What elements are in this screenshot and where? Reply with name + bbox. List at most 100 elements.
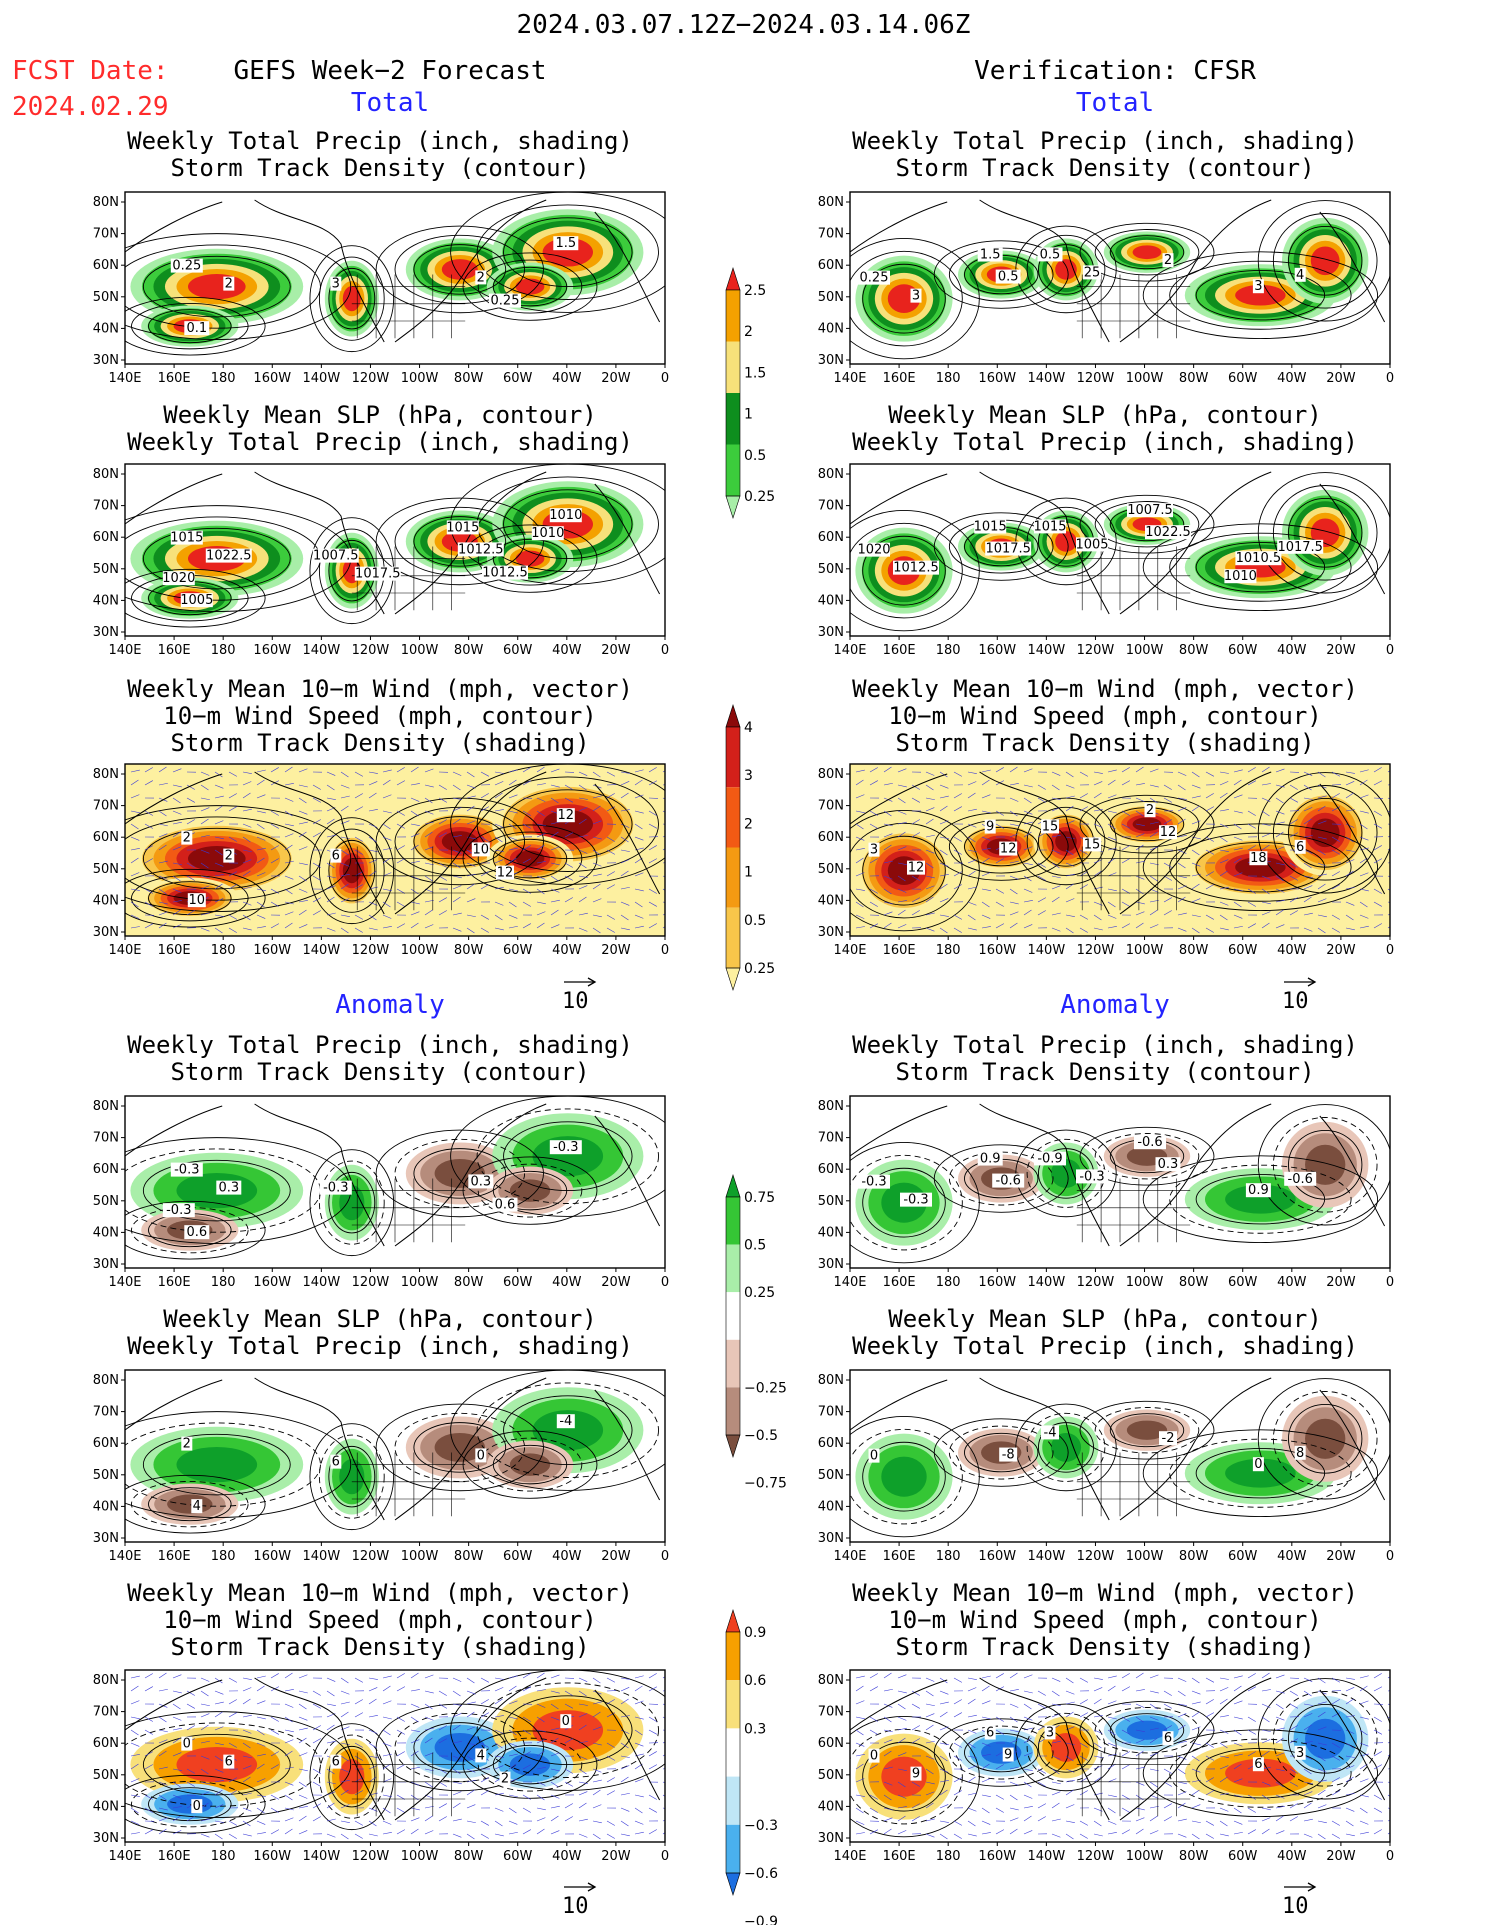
colorbar-label: 0.25 xyxy=(744,961,775,977)
wind-vector xyxy=(424,924,434,929)
wind-vector xyxy=(312,910,321,916)
contour-value-label: 1010.5 xyxy=(1235,551,1282,566)
wind-vector xyxy=(382,914,392,919)
map-frame xyxy=(124,1369,666,1543)
contour-line xyxy=(318,1434,385,1519)
colorbar-segment xyxy=(726,847,740,908)
wind-vector xyxy=(186,784,195,790)
wind-vector xyxy=(284,1807,294,1811)
colorbar-storm-anom: 0.90.60.3−0.3−0.6−0.9 xyxy=(725,1609,778,1925)
wind-vector xyxy=(1177,1713,1187,1718)
wind-vector xyxy=(1373,923,1382,929)
wind-vector xyxy=(508,914,518,919)
wind-vector xyxy=(897,1830,907,1835)
lat-label: 70N xyxy=(93,227,119,242)
wind-vector xyxy=(1135,1781,1145,1786)
wind-vector xyxy=(967,1687,977,1692)
wind-vector xyxy=(1191,927,1200,934)
wind-vector xyxy=(1065,1677,1074,1684)
wind-vector xyxy=(466,1833,475,1840)
wind-vector xyxy=(1065,883,1074,890)
lat-label: 50N xyxy=(93,862,119,877)
colorbar-label: 1 xyxy=(744,407,753,423)
wind-vector xyxy=(1359,794,1369,799)
lon-label: 20W xyxy=(1326,1849,1356,1864)
wind-vector xyxy=(172,1752,182,1757)
wind-vector xyxy=(1023,846,1033,851)
title-line: Weekly Mean SLP (hPa, contour) xyxy=(888,1305,1322,1333)
wind-vector xyxy=(1317,1804,1327,1809)
wind-vector xyxy=(130,1820,140,1825)
wind-vector xyxy=(242,1714,252,1718)
wind-vector xyxy=(508,836,518,841)
wind-vector xyxy=(130,1832,140,1835)
contour-line xyxy=(148,309,232,344)
wind-vector xyxy=(967,886,977,890)
wind-vector xyxy=(606,806,616,812)
svg-text:1010: 1010 xyxy=(549,508,582,523)
wind-vector xyxy=(284,888,293,895)
wind-vector xyxy=(200,784,209,791)
lon-label: 100W xyxy=(401,1849,439,1864)
lon-label: 0 xyxy=(1386,643,1394,658)
wind-vector xyxy=(536,823,546,826)
wind-vector xyxy=(1247,923,1256,929)
wind-vector xyxy=(508,823,517,830)
wind-vector xyxy=(564,862,573,868)
wind-vector xyxy=(480,914,489,920)
wind-vector xyxy=(1317,1820,1327,1824)
contour-value-label: 10 xyxy=(187,893,206,908)
wind-vector xyxy=(1261,1750,1270,1757)
lon-label: 140E xyxy=(108,1549,141,1564)
wind-vector xyxy=(1275,888,1285,893)
lon-label: 140E xyxy=(108,1849,141,1864)
svg-text:1015: 1015 xyxy=(170,531,203,546)
wind-vector xyxy=(606,1833,615,1839)
wind-vector xyxy=(1107,1716,1117,1720)
wind-vector xyxy=(368,781,378,786)
wind-vector xyxy=(144,1751,153,1757)
wind-vector xyxy=(1037,862,1046,868)
contour-line xyxy=(413,1722,507,1773)
wind-vector xyxy=(855,1763,864,1770)
wind-vector xyxy=(1107,836,1117,841)
lat-label: 70N xyxy=(818,799,844,814)
wind-vector xyxy=(1093,1820,1102,1827)
lat-label: 70N xyxy=(818,499,844,514)
wind-vector xyxy=(298,862,308,866)
wind-vector xyxy=(340,1690,350,1695)
wind-vector xyxy=(1219,1776,1228,1783)
wind-vector xyxy=(953,884,962,890)
colorbar-label: 2.5 xyxy=(744,283,766,299)
title-line: Weekly Mean SLP (hPa, contour) xyxy=(888,401,1322,429)
wind-vector xyxy=(1107,1794,1117,1798)
lon-label: 180 xyxy=(936,1549,961,1564)
lat-label: 40N xyxy=(93,1225,119,1240)
lon-label: 20W xyxy=(601,1849,631,1864)
wind-vector xyxy=(312,875,321,881)
wind-vector xyxy=(508,847,518,851)
wind-vector xyxy=(480,1699,489,1705)
wind-vector xyxy=(424,810,434,815)
wind-vector xyxy=(1009,1703,1019,1708)
wind-vector xyxy=(1275,1794,1285,1799)
wind-vector xyxy=(869,780,878,786)
svg-text:0.25: 0.25 xyxy=(172,259,201,274)
wind-vector xyxy=(536,888,545,895)
wind-vector xyxy=(312,897,321,903)
wind-vector xyxy=(897,900,907,903)
wind-vector xyxy=(1345,781,1355,786)
shading-blob xyxy=(1050,1432,1082,1462)
wind-vector xyxy=(1121,901,1130,907)
wind-vector xyxy=(298,1727,308,1731)
wind-vector xyxy=(452,1713,462,1718)
wind-vector xyxy=(981,810,991,814)
wind-vector xyxy=(995,858,1004,864)
title-line: Weekly Mean 10−m Wind (mph, vector) xyxy=(127,1579,633,1607)
wind-vector xyxy=(1009,901,1019,905)
wind-vector xyxy=(925,1724,934,1731)
contour-line xyxy=(142,827,291,890)
contour-line xyxy=(933,240,1069,309)
lon-label: 140E xyxy=(108,1275,141,1290)
panel-title-ver-wind-anom: Weekly Mean 10−m Wind (mph, vector) 10−m… xyxy=(825,1580,1385,1661)
